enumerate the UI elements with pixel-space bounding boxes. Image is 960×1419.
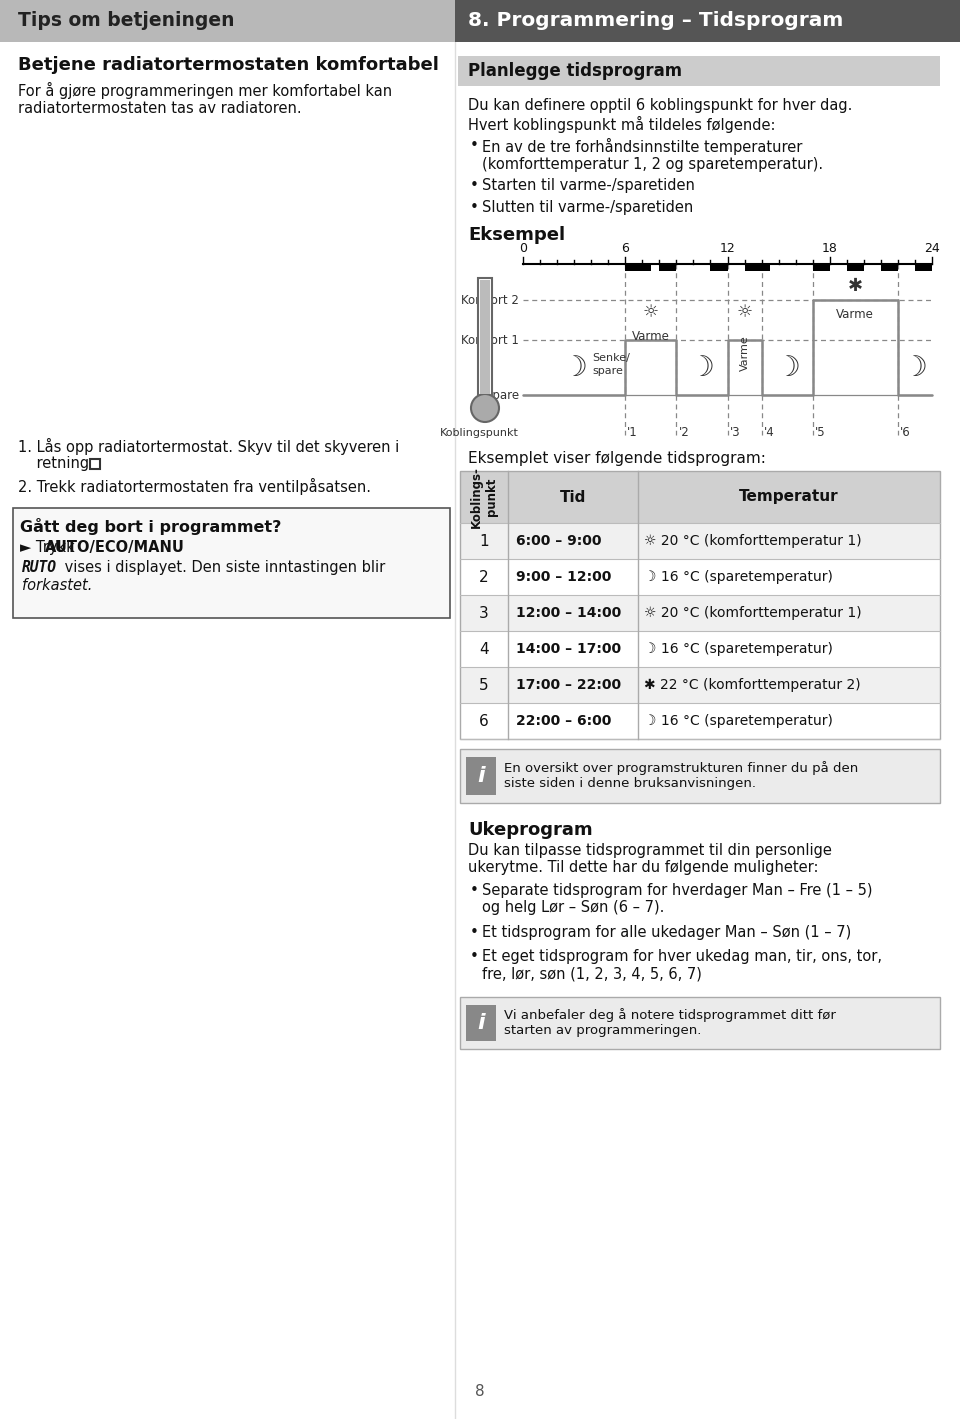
- Text: Slutten til varme-/sparetiden: Slutten til varme-/sparetiden: [482, 200, 693, 216]
- Bar: [460, 595, 940, 631]
- Text: ✱: ✱: [848, 277, 863, 295]
- Text: Separate tidsprogram for hverdager Man – Fre (1 – 5)
og helg Lør – Søn (6 – 7).: Separate tidsprogram for hverdager Man –…: [482, 883, 873, 915]
- Text: RUTO: RUTO: [22, 561, 57, 575]
- Bar: [625, 264, 651, 271]
- Text: ☽: ☽: [562, 353, 587, 382]
- Text: •: •: [470, 200, 479, 216]
- Text: '6: '6: [900, 427, 911, 440]
- Text: 3: 3: [479, 606, 489, 620]
- Bar: [466, 1005, 496, 1042]
- Bar: [460, 998, 940, 1049]
- Text: i: i: [477, 766, 485, 786]
- Text: Temperatur: Temperatur: [739, 490, 839, 505]
- Bar: [13, 508, 450, 619]
- Text: For å gjøre programmeringen mer komfortabel kan
radiatortermostaten tas av radia: For å gjøre programmeringen mer komforta…: [18, 82, 392, 116]
- Text: Varme: Varme: [836, 308, 875, 321]
- Text: Du kan definere opptil 6 koblingspunkt for hver dag.: Du kan definere opptil 6 koblingspunkt f…: [468, 98, 852, 114]
- Text: Tid: Tid: [560, 490, 587, 505]
- Bar: [915, 264, 932, 271]
- Text: Hvert koblingspunkt må tildeles følgende:: Hvert koblingspunkt må tildeles følgende…: [468, 116, 776, 133]
- Bar: [0, 0, 455, 43]
- Bar: [458, 55, 940, 87]
- Text: 2. Trekk radiatortermostaten fra ventilpåsatsen.: 2. Trekk radiatortermostaten fra ventilp…: [18, 478, 371, 495]
- Bar: [466, 756, 496, 795]
- Text: Et tidsprogram for alle ukedager Man – Søn (1 – 7): Et tidsprogram for alle ukedager Man – S…: [482, 925, 852, 939]
- Text: forkastet.: forkastet.: [22, 578, 92, 593]
- Text: ☽ 16 °C (sparetemperatur): ☽ 16 °C (sparetemperatur): [644, 641, 833, 656]
- Text: spare: spare: [592, 366, 623, 376]
- Text: ☽: ☽: [775, 353, 800, 382]
- Text: 1. Lås opp radiatortermostat. Skyv til det skyveren i: 1. Lås opp radiatortermostat. Skyv til d…: [18, 438, 399, 455]
- Text: •: •: [470, 949, 479, 964]
- Text: ☼: ☼: [736, 304, 753, 321]
- Text: '3: '3: [730, 427, 740, 440]
- Text: 5: 5: [479, 677, 489, 692]
- Text: 2: 2: [479, 569, 489, 585]
- Text: AUTO/ECO/MANU: AUTO/ECO/MANU: [45, 541, 185, 555]
- Text: 6:00 – 9:00: 6:00 – 9:00: [516, 534, 602, 548]
- Text: 12: 12: [720, 243, 735, 255]
- Circle shape: [471, 394, 499, 421]
- Text: ☽ 16 °C (sparetemperatur): ☽ 16 °C (sparetemperatur): [644, 714, 833, 728]
- Text: 9:00 – 12:00: 9:00 – 12:00: [516, 570, 612, 585]
- Text: Du kan tilpasse tidsprogrammet til din personlige
ukerytme. Til dette har du føl: Du kan tilpasse tidsprogrammet til din p…: [468, 843, 832, 876]
- Text: Spare: Spare: [485, 389, 519, 402]
- Text: Koblingspunkt: Koblingspunkt: [440, 429, 519, 438]
- Bar: [813, 264, 829, 271]
- Bar: [478, 278, 492, 396]
- Text: '5: '5: [815, 427, 826, 440]
- Text: Et eget tidsprogram for hver ukedag man, tir, ons, tor,
fre, lør, søn (1, 2, 3, : Et eget tidsprogram for hver ukedag man,…: [482, 949, 882, 982]
- Text: •: •: [470, 138, 479, 153]
- Bar: [480, 280, 490, 394]
- Text: '4: '4: [763, 427, 775, 440]
- Text: 4: 4: [479, 641, 489, 657]
- Bar: [460, 702, 940, 739]
- Text: En av de tre forhåndsinnstilte temperaturer
(komforttemperatur 1, 2 og sparetemp: En av de tre forhåndsinnstilte temperatu…: [482, 138, 823, 173]
- Text: Betjene radiatortermostaten komfortabel: Betjene radiatortermostaten komfortabel: [18, 55, 439, 74]
- Text: Eksemplet viser følgende tidsprogram:: Eksemplet viser følgende tidsprogram:: [468, 451, 766, 465]
- Bar: [460, 524, 940, 559]
- Text: ☼ 20 °C (komforttemperatur 1): ☼ 20 °C (komforttemperatur 1): [644, 534, 862, 548]
- Text: ☽ 16 °C (sparetemperatur): ☽ 16 °C (sparetemperatur): [644, 570, 833, 585]
- Text: vises i displayet. Den siste inntastingen blir: vises i displayet. Den siste inntastinge…: [60, 561, 385, 575]
- Bar: [660, 264, 677, 271]
- Text: Vi anbefaler deg å notere tidsprogrammet ditt før
starten av programmeringen.: Vi anbefaler deg å notere tidsprogrammet…: [504, 1009, 836, 1037]
- Text: •: •: [470, 177, 479, 193]
- Text: :: :: [133, 541, 138, 555]
- Text: 14:00 – 17:00: 14:00 – 17:00: [516, 641, 621, 656]
- Text: Ukeprogram: Ukeprogram: [468, 822, 592, 839]
- Text: ☼ 20 °C (komforttemperatur 1): ☼ 20 °C (komforttemperatur 1): [644, 606, 862, 620]
- Text: ☼: ☼: [643, 304, 659, 321]
- Text: Senke/: Senke/: [592, 353, 630, 363]
- Bar: [460, 471, 940, 524]
- Text: 6: 6: [621, 243, 629, 255]
- Bar: [455, 0, 960, 43]
- Text: Koblings-
punkt: Koblings- punkt: [470, 465, 498, 528]
- Text: Planlegge tidsprogram: Planlegge tidsprogram: [468, 62, 683, 79]
- Bar: [460, 749, 940, 803]
- Text: 8. Programmering – Tidsprogram: 8. Programmering – Tidsprogram: [468, 11, 844, 30]
- Text: Komfort 2: Komfort 2: [461, 294, 519, 307]
- Text: 1: 1: [479, 534, 489, 549]
- Text: Varme: Varme: [739, 335, 750, 370]
- Text: ✱ 22 °C (komforttemperatur 2): ✱ 22 °C (komforttemperatur 2): [644, 678, 860, 692]
- Text: •: •: [470, 883, 479, 898]
- Text: 0: 0: [519, 243, 527, 255]
- Text: '2: '2: [679, 427, 689, 440]
- Text: •: •: [470, 925, 479, 939]
- Text: ☽: ☽: [902, 353, 927, 382]
- Text: Tips om betjeningen: Tips om betjeningen: [18, 11, 234, 30]
- Bar: [745, 264, 770, 271]
- Text: 6: 6: [479, 714, 489, 728]
- Text: 18: 18: [822, 243, 838, 255]
- Text: Varme: Varme: [632, 331, 670, 343]
- Text: 12:00 – 14:00: 12:00 – 14:00: [516, 606, 621, 620]
- Bar: [460, 471, 940, 739]
- Bar: [847, 264, 864, 271]
- Bar: [710, 264, 728, 271]
- Text: i: i: [477, 1013, 485, 1033]
- Bar: [881, 264, 898, 271]
- Text: 24: 24: [924, 243, 940, 255]
- Text: ► Trykk: ► Trykk: [20, 541, 80, 555]
- Bar: [460, 667, 940, 702]
